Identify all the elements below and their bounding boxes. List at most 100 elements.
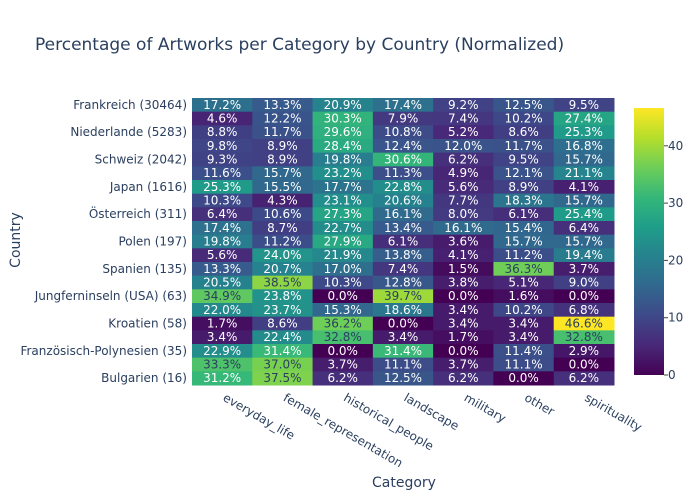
heatmap-cell xyxy=(493,98,555,113)
y-axis-title: Country xyxy=(8,212,24,268)
heatmap-cell-label: 3.8% xyxy=(448,276,479,290)
heatmap-cell-label: 20.6% xyxy=(384,194,422,208)
heatmap-cell-label: 5.1% xyxy=(508,276,539,290)
heatmap-cell-label: 6.2% xyxy=(448,371,479,385)
heatmap-cell xyxy=(312,316,374,331)
y-tick-label: Jungferninseln (USA) (63) xyxy=(34,289,187,303)
heatmap-cell xyxy=(252,98,314,113)
heatmap-cell xyxy=(312,98,374,113)
heatmap-cell-label: 18.3% xyxy=(505,194,543,208)
heatmap-cell-label: 10.2% xyxy=(505,303,543,317)
heatmap-cell xyxy=(433,344,494,359)
heatmap-cell xyxy=(252,193,314,208)
heatmap-cell-label: 8.7% xyxy=(267,221,298,235)
heatmap-cell xyxy=(192,303,253,318)
heatmap-cell-label: 22.7% xyxy=(324,221,362,235)
heatmap-cell-label: 10.3% xyxy=(324,276,362,290)
heatmap-cell xyxy=(553,139,615,154)
heatmap-cell xyxy=(493,193,555,208)
y-tick-label: Schweiz (2042) xyxy=(95,153,187,167)
heatmap-cell xyxy=(493,207,555,222)
heatmap-cell xyxy=(433,316,494,331)
heatmap-cell xyxy=(493,221,555,236)
heatmap-cell xyxy=(192,248,253,263)
heatmap-cell-label: 4.1% xyxy=(569,180,600,194)
heatmap-cell xyxy=(372,207,434,222)
heatmap-cell xyxy=(372,275,434,290)
heatmap-cell xyxy=(553,180,615,195)
heatmap-cell xyxy=(553,262,615,277)
heatmap-cell-label: 23.2% xyxy=(324,166,362,180)
heatmap-cell-label: 4.9% xyxy=(448,166,479,180)
heatmap-cell xyxy=(252,125,314,140)
heatmap-cell-label: 6.8% xyxy=(569,303,600,317)
heatmap-cell-label: 38.5% xyxy=(263,276,301,290)
heatmap-cell xyxy=(493,248,555,263)
colorbar-scale xyxy=(634,108,664,375)
heatmap-cell-label: 16.8% xyxy=(565,139,603,153)
heatmap-cell-label: 11.3% xyxy=(384,166,422,180)
heatmap-cell-label: 15.3% xyxy=(324,303,362,317)
heatmap-cell-label: 17.2% xyxy=(203,98,241,112)
heatmap-cell-label: 11.2% xyxy=(263,235,301,249)
heatmap-cell-label: 13.3% xyxy=(203,262,241,276)
heatmap-cell xyxy=(252,111,314,126)
heatmap-cell-label: 36.2% xyxy=(324,317,362,331)
heatmap-cell-label: 7.4% xyxy=(388,262,419,276)
heatmap-cell-label: 3.4% xyxy=(448,317,479,331)
heatmap-cell-label: 32.8% xyxy=(324,330,362,344)
heatmap-cell-label: 4.1% xyxy=(448,248,479,262)
heatmap-cell xyxy=(192,275,253,290)
heatmap-cell-label: 6.2% xyxy=(327,371,358,385)
heatmap-cell xyxy=(312,139,374,154)
x-tick-label: other xyxy=(522,390,557,418)
heatmap-cell-label: 12.5% xyxy=(384,371,422,385)
heatmap-cell-label: 25.3% xyxy=(565,125,603,139)
heatmap-cell-label: 0.0% xyxy=(448,289,479,303)
heatmap-cell xyxy=(192,180,253,195)
heatmap-cell-label: 8.0% xyxy=(448,207,479,221)
y-tick-label: Polen (197) xyxy=(118,235,187,249)
heatmap-cell xyxy=(312,180,374,195)
heatmap-cell xyxy=(252,357,314,372)
heatmap-cell xyxy=(252,221,314,236)
heatmap-cell xyxy=(192,207,253,222)
heatmap-cell xyxy=(252,303,314,318)
heatmap-cell-label: 8.6% xyxy=(267,317,298,331)
heatmap-cell xyxy=(433,357,494,372)
heatmap-cell xyxy=(433,371,494,386)
heatmap-cell-label: 7.4% xyxy=(448,112,479,126)
heatmap-cell xyxy=(553,316,615,331)
heatmap-cell xyxy=(312,344,374,359)
heatmap-cell xyxy=(312,166,374,181)
heatmap-cell-label: 19.4% xyxy=(565,248,603,262)
heatmap-cell xyxy=(493,330,555,345)
heatmap-cell xyxy=(553,371,615,386)
heatmap-cell xyxy=(433,303,494,318)
heatmap-cell xyxy=(433,330,494,345)
heatmap-cell-label: 22.8% xyxy=(384,180,422,194)
heatmap-cell xyxy=(192,371,253,386)
heatmap-cell-label: 30.3% xyxy=(324,112,362,126)
heatmap-cell-label: 12.5% xyxy=(505,98,543,112)
heatmap-cell xyxy=(433,221,494,236)
heatmap-cell-label: 46.6% xyxy=(565,317,603,331)
heatmap-cell-label: 0.0% xyxy=(569,358,600,372)
heatmap-cell xyxy=(553,330,615,345)
heatmap-cell-label: 13.3% xyxy=(263,98,301,112)
heatmap-cell-label: 19.8% xyxy=(324,153,362,167)
heatmap-cell xyxy=(372,344,434,359)
heatmap-cell xyxy=(493,275,555,290)
heatmap-cell xyxy=(252,275,314,290)
heatmap-cell-label: 15.7% xyxy=(263,166,301,180)
heatmap-cell-label: 6.4% xyxy=(207,207,238,221)
heatmap-cell-label: 33.3% xyxy=(203,358,241,372)
heatmap-cell xyxy=(312,221,374,236)
heatmap-cell-label: 31.4% xyxy=(263,344,301,358)
heatmap-cell xyxy=(372,193,434,208)
heatmap-cell-label: 6.1% xyxy=(388,235,419,249)
y-tick-label: Kroatien (58) xyxy=(108,317,187,331)
heatmap-cell-label: 0.0% xyxy=(327,344,358,358)
heatmap-cell-label: 39.7% xyxy=(384,289,422,303)
y-axis-tick-labels: Frankreich (30464) Niederlande (5283) Schw… xyxy=(20,98,187,385)
